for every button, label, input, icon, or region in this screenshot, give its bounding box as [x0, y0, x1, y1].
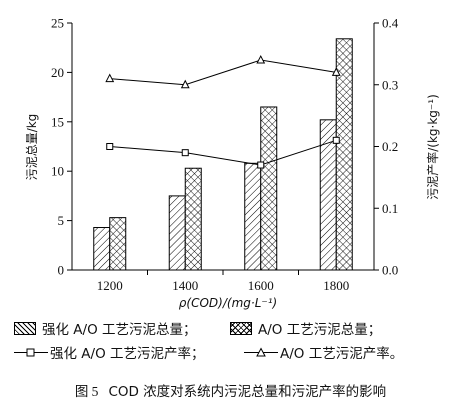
legend-item-enhanced-rate: 强化 A/O 工艺污泥产率；: [14, 342, 205, 362]
x-axis-label: ρ(COD)/(mg·L⁻¹): [179, 296, 277, 310]
point-enhanced-ao-rate-1600: [257, 161, 265, 169]
bar-enhanced-ao-total-1400: [168, 195, 186, 271]
legend-item-ao-rate: A/O 工艺污泥产率。: [244, 342, 403, 362]
legend-label: 强化 A/O 工艺污泥产率；: [50, 346, 205, 362]
point-ao-rate-1200: [105, 73, 115, 83]
y-axis-label-left: 污泥总量/kg: [25, 114, 39, 181]
bar-ao-total-1400: [184, 167, 202, 271]
y-tick-label-right-0.4: 0.4: [382, 16, 399, 31]
line-ao-rate: [109, 59, 337, 86]
legend-item-ao-total: A/O 工艺污泥总量；: [230, 318, 381, 338]
triangle-marker-line-icon: [244, 346, 278, 356]
x-tick-label-1600: 1600: [248, 278, 274, 293]
point-ao-rate-1400: [180, 79, 190, 89]
cross-hatch-swatch-icon: [230, 321, 252, 335]
x-tick-label-1200: 1200: [97, 278, 123, 293]
y-tick-label-left-5: 5: [58, 213, 65, 228]
point-enhanced-ao-rate-1200: [106, 143, 114, 150]
x-tick-label-1800: 1800: [323, 278, 349, 293]
y-axis-label-right: 污泥产率/(kg·kg⁻¹): [425, 94, 440, 200]
y-tick-label-left-25: 25: [51, 16, 64, 31]
legend-label: 强化 A/O 工艺污泥总量；: [42, 322, 197, 338]
bar-enhanced-ao-total-1600: [244, 162, 262, 271]
y-tick-label-left-15: 15: [51, 114, 64, 129]
bar-ao-total-1600: [260, 106, 278, 271]
y-tick-label-left-10: 10: [51, 164, 64, 179]
y-tick-label-right-0.2: 0.2: [382, 139, 398, 154]
line-enhanced-ao-rate: [109, 139, 337, 166]
y-tick-label-right-0.1: 0.1: [382, 201, 398, 216]
bar-enhanced-ao-total-1200: [93, 227, 111, 271]
point-ao-rate-1600: [256, 54, 266, 64]
point-enhanced-ao-rate-1400: [181, 149, 189, 157]
y-tick-label-right-0.3: 0.3: [382, 77, 398, 92]
legend-item-enhanced-total: 强化 A/O 工艺污泥总量；: [14, 318, 197, 338]
point-enhanced-ao-rate-1800: [332, 136, 340, 144]
caption-text: COD 浓度对系统内污泥总量和污泥产率的影响: [108, 384, 387, 400]
y-tick-label-left-20: 20: [51, 65, 64, 80]
x-tick-label-1400: 1400: [172, 278, 198, 293]
legend-label: A/O 工艺污泥产率。: [280, 346, 404, 362]
bar-ao-total-1200: [109, 217, 127, 271]
y-tick-label-left-0: 0: [58, 263, 65, 278]
point-ao-rate-1800: [331, 67, 341, 76]
figure-caption: 图 5 COD 浓度对系统内污泥总量和污泥产率的影响: [0, 380, 461, 400]
diagonal-hatch-swatch-icon: [14, 321, 36, 335]
figure-number: 图 5: [74, 384, 99, 399]
square-marker-line-icon: [14, 348, 48, 356]
y-tick-label-right-0.0: 0.0: [382, 263, 398, 278]
legend-label: A/O 工艺污泥总量；: [258, 322, 382, 338]
